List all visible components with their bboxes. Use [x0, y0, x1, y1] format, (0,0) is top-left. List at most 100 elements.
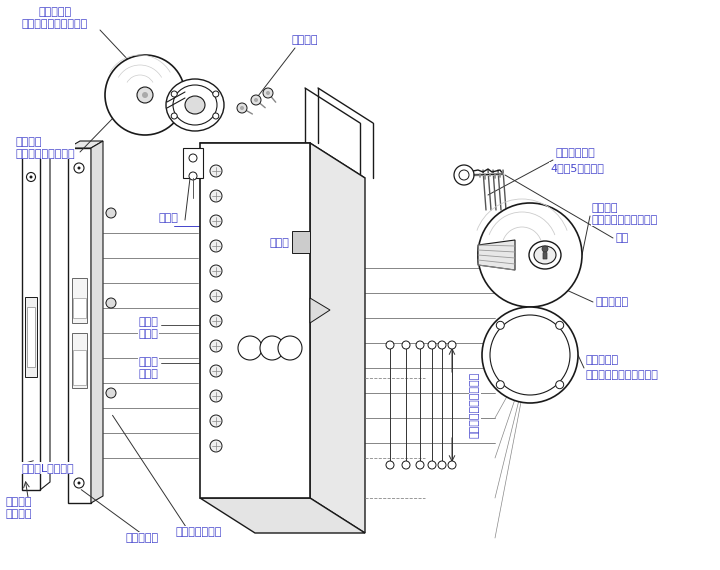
Circle shape	[78, 166, 81, 169]
Circle shape	[137, 87, 153, 103]
Circle shape	[210, 240, 222, 252]
Circle shape	[448, 341, 456, 349]
Bar	[73, 298, 86, 318]
Ellipse shape	[166, 79, 224, 131]
Circle shape	[459, 170, 469, 180]
Circle shape	[428, 341, 436, 349]
Circle shape	[27, 463, 35, 473]
Circle shape	[386, 341, 394, 349]
Circle shape	[556, 321, 564, 329]
Bar	[25, 297, 37, 377]
Circle shape	[542, 246, 548, 252]
Text: 取付脚ピッチ: 取付脚ピッチ	[555, 148, 595, 158]
Circle shape	[189, 172, 197, 180]
Circle shape	[238, 336, 262, 360]
Circle shape	[402, 461, 410, 469]
Circle shape	[240, 106, 244, 110]
Circle shape	[171, 91, 177, 97]
Circle shape	[210, 290, 222, 302]
Circle shape	[210, 440, 222, 452]
Bar	[27, 307, 35, 367]
Circle shape	[496, 381, 504, 389]
Circle shape	[210, 265, 222, 277]
Circle shape	[438, 461, 446, 469]
Bar	[68, 148, 91, 503]
Bar	[200, 143, 310, 498]
Circle shape	[106, 298, 116, 308]
Polygon shape	[543, 249, 547, 259]
Bar	[72, 278, 87, 323]
Text: （アウトサイドローズ）: （アウトサイドローズ）	[586, 370, 659, 380]
Circle shape	[448, 461, 456, 469]
Circle shape	[496, 321, 504, 329]
Text: シリンダー: シリンダー	[595, 297, 628, 307]
Circle shape	[210, 365, 222, 377]
Circle shape	[278, 336, 302, 360]
Circle shape	[27, 173, 35, 181]
Circle shape	[263, 88, 273, 98]
Bar	[183, 148, 203, 178]
Circle shape	[142, 92, 148, 98]
Text: デット
ボルト: デット ボルト	[138, 317, 158, 339]
Text: 平フロント: 平フロント	[125, 533, 158, 543]
Circle shape	[189, 154, 197, 162]
Circle shape	[428, 461, 436, 469]
Circle shape	[438, 341, 446, 349]
Polygon shape	[91, 141, 103, 503]
Circle shape	[416, 341, 424, 349]
Circle shape	[210, 190, 222, 202]
Ellipse shape	[529, 241, 561, 269]
Circle shape	[74, 478, 84, 488]
Circle shape	[402, 341, 410, 349]
Polygon shape	[200, 143, 365, 178]
Text: フロント
取付ネジ: フロント 取付ネジ	[5, 497, 32, 519]
Circle shape	[416, 461, 424, 469]
Bar	[72, 333, 87, 388]
Ellipse shape	[173, 85, 217, 125]
Circle shape	[210, 390, 222, 402]
Circle shape	[210, 165, 222, 177]
Circle shape	[105, 55, 185, 135]
Circle shape	[478, 203, 582, 307]
Circle shape	[106, 208, 116, 218]
Polygon shape	[200, 498, 365, 533]
Polygon shape	[310, 298, 330, 323]
Text: 段付きLフロント: 段付きLフロント	[22, 463, 75, 473]
Circle shape	[210, 340, 222, 352]
Circle shape	[213, 91, 219, 97]
Circle shape	[237, 103, 247, 113]
Circle shape	[171, 113, 177, 119]
Circle shape	[251, 95, 261, 105]
Text: 引付板: 引付板	[158, 213, 178, 223]
Text: 内側ノブ
（インサイドノブ）: 内側ノブ （インサイドノブ）	[15, 137, 75, 159]
Circle shape	[454, 165, 474, 185]
Bar	[73, 350, 86, 385]
Circle shape	[386, 461, 394, 469]
Polygon shape	[478, 240, 515, 270]
Circle shape	[106, 388, 116, 398]
Text: 内部ローズ
（インサイドローズ）: 内部ローズ （インサイドローズ）	[22, 7, 88, 29]
Circle shape	[260, 336, 284, 360]
Circle shape	[490, 315, 570, 395]
Circle shape	[30, 466, 32, 470]
Text: 引付ネジ: 引付ネジ	[292, 35, 318, 45]
Circle shape	[213, 113, 219, 119]
Circle shape	[266, 91, 270, 95]
Text: ケース: ケース	[270, 238, 290, 248]
Circle shape	[74, 163, 84, 173]
Ellipse shape	[534, 246, 556, 264]
Circle shape	[30, 176, 32, 178]
Text: 4又は5調整可能: 4又は5調整可能	[550, 163, 604, 173]
Bar	[292, 231, 310, 253]
Ellipse shape	[185, 96, 205, 114]
Circle shape	[210, 215, 222, 227]
Circle shape	[482, 307, 578, 403]
Circle shape	[254, 98, 258, 102]
Bar	[22, 155, 40, 490]
Text: キー: キー	[615, 233, 629, 243]
Circle shape	[210, 415, 222, 427]
Text: ケース取付ネジ: ケース取付ネジ	[175, 527, 221, 537]
Text: ケース取付ビスピッチ: ケース取付ビスピッチ	[470, 372, 480, 438]
Polygon shape	[310, 143, 365, 533]
Text: 外側ノブ: 外側ノブ	[592, 203, 618, 213]
